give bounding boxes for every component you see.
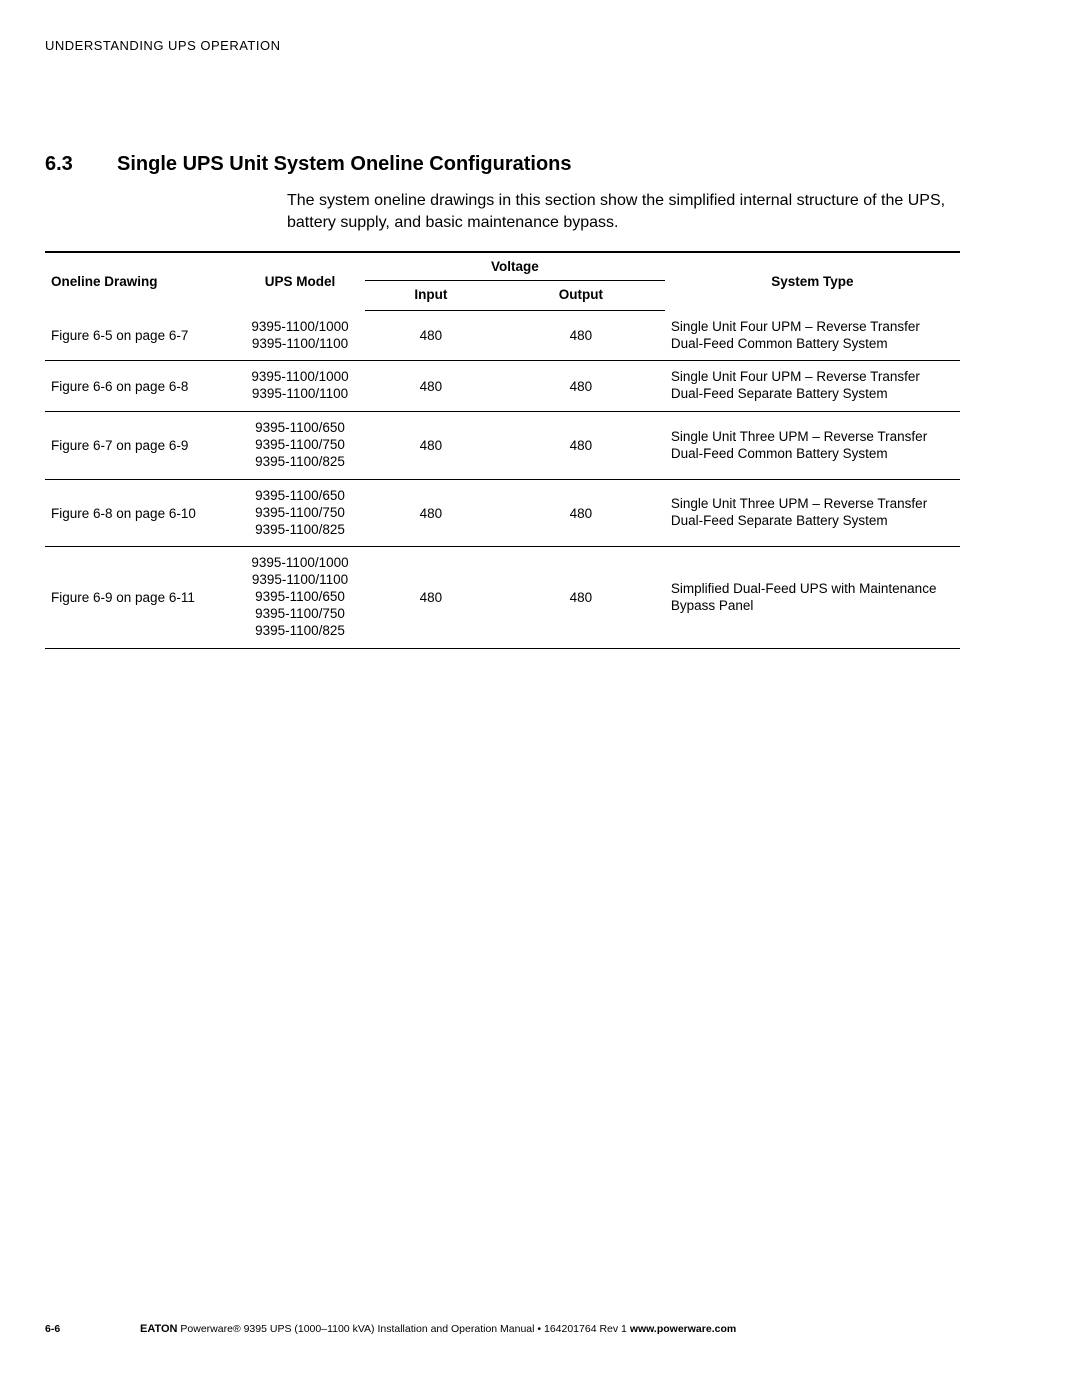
- cell-models: 9395-1100/10009395-1100/1100: [235, 311, 365, 361]
- table-row: Figure 6-8 on page 6-109395-1100/6509395…: [45, 479, 960, 547]
- cell-models: 9395-1100/10009395-1100/1100: [235, 361, 365, 412]
- cell-system: Single Unit Four UPM – Reverse TransferD…: [665, 361, 960, 412]
- col-header-oneline: Oneline Drawing: [45, 252, 235, 311]
- cell-output: 480: [497, 311, 665, 361]
- table-row: Figure 6-9 on page 6-119395-1100/1000939…: [45, 547, 960, 648]
- oneline-config-table: Oneline Drawing UPS Model Voltage System…: [45, 251, 960, 649]
- cell-system: Simplified Dual-Feed UPS with Maintenanc…: [665, 547, 960, 648]
- table-row: Figure 6-7 on page 6-99395-1100/6509395-…: [45, 412, 960, 480]
- col-header-voltage: Voltage: [365, 252, 665, 281]
- section-heading: 6.3 Single UPS Unit System Oneline Confi…: [45, 153, 960, 176]
- cell-models: 9395-1100/6509395-1100/7509395-1100/825: [235, 479, 365, 547]
- cell-system: Single Unit Three UPM – Reverse Transfer…: [665, 412, 960, 480]
- col-subheader-output: Output: [497, 281, 665, 311]
- page-number: 6-6: [45, 1323, 140, 1335]
- running-header: UNDERSTANDING UPS OPERATION: [45, 38, 960, 53]
- cell-drawing: Figure 6-6 on page 6-8: [45, 361, 235, 412]
- table-row: Figure 6-5 on page 6-79395-1100/10009395…: [45, 311, 960, 361]
- cell-input: 480: [365, 479, 497, 547]
- cell-output: 480: [497, 412, 665, 480]
- footer-desc: Powerware® 9395 UPS (1000–1100 kVA) Inst…: [178, 1323, 630, 1335]
- cell-models: 9395-1100/6509395-1100/7509395-1100/825: [235, 412, 365, 480]
- cell-models: 9395-1100/10009395-1100/11009395-1100/65…: [235, 547, 365, 648]
- page-footer: 6-6 EATON Powerware® 9395 UPS (1000–1100…: [45, 1323, 960, 1335]
- footer-brand: EATON: [140, 1323, 178, 1335]
- cell-input: 480: [365, 311, 497, 361]
- cell-system: Single Unit Four UPM – Reverse TransferD…: [665, 311, 960, 361]
- cell-output: 480: [497, 361, 665, 412]
- cell-drawing: Figure 6-7 on page 6-9: [45, 412, 235, 480]
- col-header-model: UPS Model: [235, 252, 365, 311]
- intro-paragraph: The system oneline drawings in this sect…: [287, 190, 960, 233]
- cell-drawing: Figure 6-9 on page 6-11: [45, 547, 235, 648]
- col-subheader-input: Input: [365, 281, 497, 311]
- cell-input: 480: [365, 361, 497, 412]
- section-title: Single UPS Unit System Oneline Configura…: [117, 153, 572, 176]
- cell-input: 480: [365, 547, 497, 648]
- cell-system: Single Unit Three UPM – Reverse Transfer…: [665, 479, 960, 547]
- col-header-systemtype: System Type: [665, 252, 960, 311]
- section-number: 6.3: [45, 153, 117, 176]
- cell-input: 480: [365, 412, 497, 480]
- cell-output: 480: [497, 479, 665, 547]
- cell-output: 480: [497, 547, 665, 648]
- table-row: Figure 6-6 on page 6-89395-1100/10009395…: [45, 361, 960, 412]
- cell-drawing: Figure 6-8 on page 6-10: [45, 479, 235, 547]
- footer-text: EATON Powerware® 9395 UPS (1000–1100 kVA…: [140, 1323, 960, 1335]
- footer-url: www.powerware.com: [630, 1323, 736, 1335]
- cell-drawing: Figure 6-5 on page 6-7: [45, 311, 235, 361]
